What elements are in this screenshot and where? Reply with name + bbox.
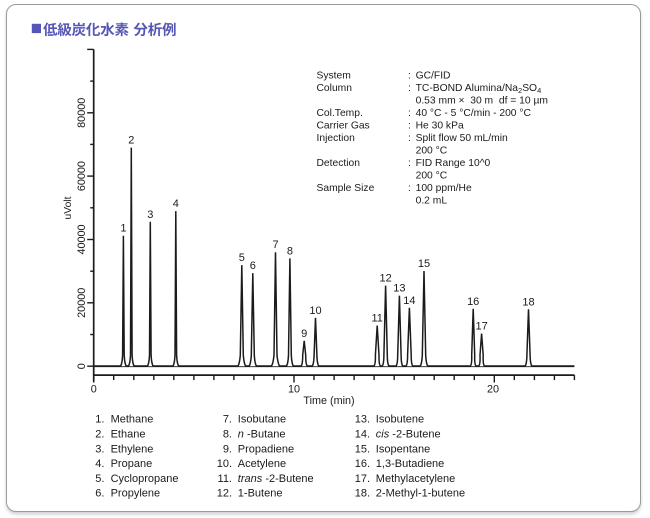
svg-text:5.: 5. <box>95 473 104 485</box>
svg-text:3: 3 <box>147 209 153 221</box>
svg-text:0: 0 <box>91 383 97 395</box>
svg-text:13: 13 <box>393 283 405 295</box>
svg-text:uVolt: uVolt <box>63 196 74 219</box>
svg-text:1: 1 <box>120 223 126 235</box>
svg-text:11: 11 <box>371 313 382 325</box>
svg-text:14: 14 <box>403 295 415 307</box>
svg-text:9.: 9. <box>223 443 232 455</box>
svg-text:20: 20 <box>487 383 499 395</box>
svg-text:Carrier Gas: Carrier Gas <box>317 120 370 131</box>
svg-text:13.: 13. <box>355 414 370 426</box>
svg-text:17.: 17. <box>355 473 370 485</box>
svg-text:11.: 11. <box>218 473 232 485</box>
svg-text:12: 12 <box>379 273 391 285</box>
svg-text:3.: 3. <box>95 443 104 455</box>
svg-text:2-Methyl-1-butene: 2-Methyl-1-butene <box>376 488 465 500</box>
svg-text:Injection: Injection <box>317 133 356 144</box>
svg-text:1.: 1. <box>95 414 104 426</box>
svg-text:5: 5 <box>239 252 245 264</box>
svg-text:7.: 7. <box>223 414 232 426</box>
svg-text:Isobutane: Isobutane <box>238 414 286 426</box>
svg-text:20000: 20000 <box>76 288 88 318</box>
svg-text:40000: 40000 <box>76 224 88 254</box>
svg-text:12.: 12. <box>217 488 232 500</box>
svg-text:60000: 60000 <box>76 161 88 191</box>
svg-text:15.: 15. <box>355 443 370 455</box>
svg-text:Sample Size: Sample Size <box>317 183 375 194</box>
svg-text::Split flow 50 mL/min: : Split flow 50 mL/min <box>408 133 508 144</box>
svg-text:n -Butane: n -Butane <box>238 429 286 441</box>
svg-text:1-Butene: 1-Butene <box>238 488 283 500</box>
svg-text:Propylene: Propylene <box>111 488 161 500</box>
svg-text:Isobutene: Isobutene <box>376 414 424 426</box>
svg-text:Acetylene: Acetylene <box>238 458 286 470</box>
svg-text:0.53 mm × 30 m df = 10 µm: 0.53 mm × 30 m df = 10 µm <box>416 95 548 106</box>
svg-text::He 30 kPa: : He 30 kPa <box>408 120 464 131</box>
svg-text::TC-BOND Alumina/Na2SO4: : TC-BOND Alumina/Na2SO4 <box>408 83 541 95</box>
svg-text:Ethane: Ethane <box>111 429 146 441</box>
svg-text:4: 4 <box>173 198 179 210</box>
svg-text:200 °C: 200 °C <box>416 171 448 182</box>
svg-text:Isopentane: Isopentane <box>376 443 430 455</box>
svg-text:Methylacetylene: Methylacetylene <box>376 473 456 485</box>
svg-text:Col.Temp.: Col.Temp. <box>317 108 363 119</box>
svg-text:15: 15 <box>418 258 430 270</box>
svg-text:cis -2-Butene: cis -2-Butene <box>376 429 441 441</box>
svg-text:2.: 2. <box>95 429 104 441</box>
svg-text:9: 9 <box>301 328 307 340</box>
svg-text:8.: 8. <box>223 429 232 441</box>
svg-text:2: 2 <box>128 135 134 147</box>
svg-text::FID Range 10^0: : FID Range 10^0 <box>408 158 491 169</box>
svg-text:Time (min): Time (min) <box>303 395 354 407</box>
svg-text::100 ppm/He: :100 ppm/He <box>408 183 472 194</box>
svg-text:16: 16 <box>467 296 479 308</box>
svg-text:4.: 4. <box>95 458 104 470</box>
svg-text:18: 18 <box>522 296 534 308</box>
svg-text:Ethylene: Ethylene <box>111 443 154 455</box>
svg-text:Propadiene: Propadiene <box>238 443 294 455</box>
svg-text:Column: Column <box>317 83 353 94</box>
svg-text:trans -2-Butene: trans -2-Butene <box>238 473 314 485</box>
svg-text:Cyclopropane: Cyclopropane <box>111 473 179 485</box>
svg-text:1,3-Butadiene: 1,3-Butadiene <box>376 458 445 470</box>
svg-text:6.: 6. <box>95 488 104 500</box>
svg-text:10: 10 <box>309 305 321 317</box>
svg-text:0: 0 <box>76 363 88 369</box>
svg-text:Propane: Propane <box>111 458 153 470</box>
svg-text:6: 6 <box>250 260 256 272</box>
svg-text::40 °C - 5 °C/min - 200 °C: :40 °C - 5 °C/min - 200 °C <box>408 108 532 119</box>
svg-text:200 °C: 200 °C <box>416 145 448 156</box>
svg-text:System: System <box>317 70 351 81</box>
svg-text:17: 17 <box>475 321 487 333</box>
svg-text:0.2 mL: 0.2 mL <box>416 196 448 207</box>
svg-text:Detection: Detection <box>317 158 361 169</box>
svg-text:Methane: Methane <box>111 414 154 426</box>
svg-text:18.: 18. <box>355 488 370 500</box>
svg-text:8: 8 <box>287 245 293 257</box>
svg-text:7: 7 <box>272 239 278 251</box>
svg-text::GC/FID: : GC/FID <box>408 70 451 81</box>
svg-text:16.: 16. <box>355 458 370 470</box>
svg-text:80000: 80000 <box>76 98 88 128</box>
svg-text:14.: 14. <box>355 429 370 441</box>
svg-text:10: 10 <box>288 383 300 395</box>
svg-text:10.: 10. <box>217 458 232 470</box>
